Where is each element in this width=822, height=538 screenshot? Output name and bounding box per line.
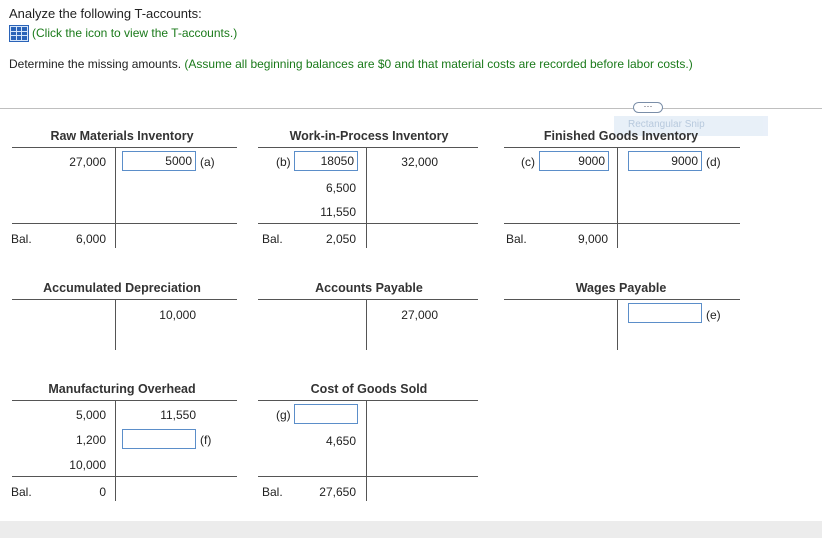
- question-line: Analyze the following T-accounts:: [9, 6, 202, 21]
- wip-debit-2: 6,500: [325, 181, 356, 195]
- raw-materials-t-divider: [115, 147, 116, 248]
- wip-credit-1: 32,000: [401, 155, 438, 169]
- wip-debit-b-tag: (b): [276, 155, 291, 169]
- wip-t-divider: [366, 147, 367, 248]
- cogs-bal-label: Bal.: [262, 485, 283, 499]
- accounts-payable-t-divider: [366, 299, 367, 350]
- finished-goods-t-top: [504, 147, 740, 148]
- cogs-debit-g-tag: (g): [276, 408, 291, 422]
- manufacturing-overhead-t-top: [12, 400, 237, 401]
- ap-credit-1: 27,000: [401, 308, 438, 322]
- table-icon[interactable]: [9, 25, 29, 42]
- raw-bal-label: Bal.: [11, 232, 32, 246]
- accdep-credit-1: 10,000: [159, 308, 196, 322]
- instruction-text: Determine the missing amounts. (Assume a…: [9, 57, 693, 71]
- wages-credit-e-input[interactable]: [628, 303, 702, 323]
- accumulated-depreciation-t-divider: [115, 299, 116, 350]
- accumulated-depreciation-title: Accumulated Depreciation: [43, 281, 201, 295]
- wages-credit-e-tag: (e): [706, 308, 721, 322]
- section-divider: [0, 108, 822, 109]
- moh-credit-f-input[interactable]: [122, 429, 196, 449]
- wip-total-line: [258, 223, 478, 224]
- wip-bal-value: 2,050: [325, 232, 356, 246]
- fg-debit-c-input[interactable]: [539, 151, 609, 171]
- cogs-t-top: [258, 400, 478, 401]
- raw-bal-value: 6,000: [75, 232, 106, 246]
- manufacturing-overhead-total-line: [12, 476, 237, 477]
- moh-debit-3: 10,000: [69, 458, 106, 472]
- footer-bar: [0, 521, 822, 538]
- moh-debit-2: 1,200: [75, 433, 106, 447]
- wip-bal-label: Bal.: [262, 232, 283, 246]
- raw-materials-title: Raw Materials Inventory: [50, 129, 194, 143]
- fg-credit-d-input[interactable]: [628, 151, 702, 171]
- raw-debit-1: 27,000: [69, 155, 106, 169]
- finished-goods-total-line: [504, 223, 740, 224]
- finished-goods-t-divider: [617, 147, 618, 248]
- cogs-debit-g-input[interactable]: [294, 404, 358, 424]
- raw-credit-a-tag: (a): [200, 155, 215, 169]
- view-t-accounts-link[interactable]: (Click the icon to view the T-accounts.): [32, 26, 238, 40]
- moh-credit-f-tag: (f): [200, 433, 212, 447]
- fg-bal-value: 9,000: [577, 232, 608, 246]
- wip-debit-3: 11,550: [320, 205, 356, 219]
- wip-title: Work-in-Process Inventory: [289, 129, 449, 143]
- raw-materials-t-top: [12, 147, 237, 148]
- accounts-payable-title: Accounts Payable: [315, 281, 423, 295]
- moh-debit-1: 5,000: [75, 408, 106, 422]
- finished-goods-title: Finished Goods Inventory: [543, 129, 699, 143]
- wip-debit-b-input[interactable]: [294, 151, 358, 171]
- accounts-payable-t-top: [258, 299, 478, 300]
- manufacturing-overhead-t-divider: [115, 400, 116, 501]
- instruction-assumption: (Assume all beginning balances are $0 an…: [184, 57, 693, 71]
- wip-t-top: [258, 147, 478, 148]
- moh-bal-value: 0: [99, 485, 106, 499]
- instruction-main: Determine the missing amounts.: [9, 57, 182, 71]
- fg-bal-label: Bal.: [506, 232, 527, 246]
- raw-materials-total-line: [12, 223, 237, 224]
- more-options-icon[interactable]: ···: [633, 102, 663, 113]
- manufacturing-overhead-title: Manufacturing Overhead: [48, 382, 196, 396]
- wages-payable-t-top: [504, 299, 740, 300]
- cogs-bal-value: 27,650: [319, 485, 356, 499]
- accumulated-depreciation-t-top: [12, 299, 237, 300]
- wages-payable-t-divider: [617, 299, 618, 350]
- moh-credit-1: 11,550: [160, 408, 196, 422]
- fg-debit-c-tag: (c): [521, 155, 535, 169]
- raw-credit-a-input[interactable]: [122, 151, 196, 171]
- moh-bal-label: Bal.: [11, 485, 32, 499]
- cogs-title: Cost of Goods Sold: [310, 382, 428, 396]
- snip-tooltip: Rectangular Snip: [614, 116, 768, 136]
- wages-payable-title: Wages Payable: [575, 281, 667, 295]
- fg-credit-d-tag: (d): [706, 155, 721, 169]
- cogs-debit-2: 4,650: [325, 434, 356, 448]
- cogs-t-divider: [366, 400, 367, 501]
- cogs-total-line: [258, 476, 478, 477]
